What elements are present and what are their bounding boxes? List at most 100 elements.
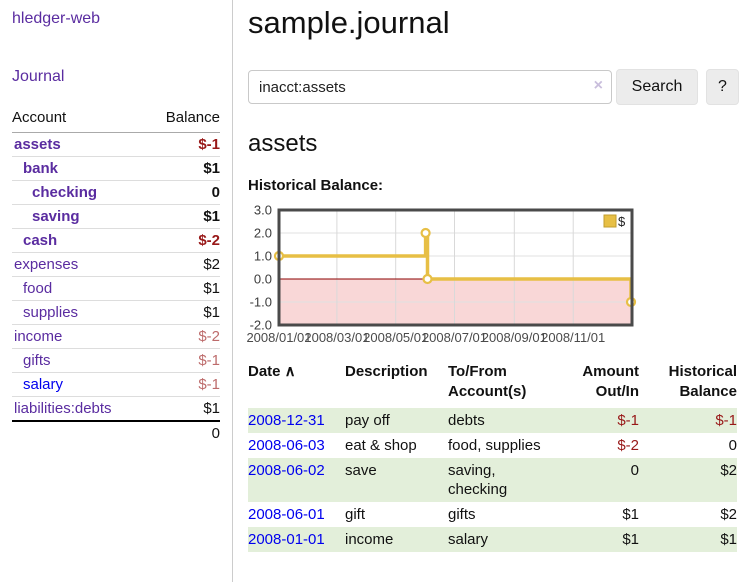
accounts-total-value: 0 xyxy=(146,420,220,445)
register-row[interactable]: 2008-06-02 save saving, checking 0 $2 xyxy=(248,458,737,502)
transaction-accounts: saving, checking xyxy=(448,462,508,498)
register-header-amount: Amount Out/In xyxy=(582,363,639,400)
help-button[interactable]: ? xyxy=(706,69,739,105)
data-point-marker[interactable] xyxy=(420,227,431,239)
account-row: expenses $2 xyxy=(12,252,220,277)
account-row: liabilities:debts $1 xyxy=(12,396,220,421)
account-link-bank[interactable]: bank xyxy=(23,160,59,177)
account-balance: $1 xyxy=(146,204,220,229)
account-row: salary $-1 xyxy=(12,372,220,397)
account-balance: $-1 xyxy=(146,372,220,397)
transaction-date-link[interactable]: 2008-06-03 xyxy=(248,437,325,454)
svg-text:0.0: 0.0 xyxy=(254,272,272,287)
register-row[interactable]: 2008-12-31 pay off debts $-1 $-1 xyxy=(248,408,737,433)
transaction-balance: $-1 xyxy=(715,412,737,429)
search-button[interactable]: Search xyxy=(616,69,698,105)
account-balance: $2 xyxy=(146,252,220,277)
account-link-liabilities-debts[interactable]: liabilities:debts xyxy=(14,400,112,417)
accounts-total-row: 0 xyxy=(12,420,220,445)
sort-ascending-icon: ∧ xyxy=(280,363,296,380)
account-row: bank $1 xyxy=(12,156,220,181)
account-link-food[interactable]: food xyxy=(23,280,53,297)
svg-text:3.0: 3.0 xyxy=(254,204,272,218)
account-link-cash[interactable]: cash xyxy=(23,232,58,249)
main-content: sample.journal × Search ? assets Histori… xyxy=(233,0,742,582)
transaction-amount: $-2 xyxy=(617,437,639,454)
svg-text:-2.0: -2.0 xyxy=(250,318,272,333)
transaction-balance: $1 xyxy=(720,531,737,548)
svg-text:2.0: 2.0 xyxy=(254,226,272,241)
transaction-date-link[interactable]: 2008-12-31 xyxy=(248,412,325,429)
transaction-date-link[interactable]: 2008-01-01 xyxy=(248,531,325,548)
account-balance: $1 xyxy=(146,396,220,421)
historical-balance-chart[interactable]: $3.0 2.0 1.0 0.0 -1.0 -2.02008/01/012008/03/0… xyxy=(243,204,673,354)
account-row: supplies $1 xyxy=(12,300,220,325)
transaction-date-link[interactable]: 2008-06-01 xyxy=(248,506,325,523)
svg-text:$: $ xyxy=(618,214,626,229)
legend-swatch xyxy=(603,214,617,228)
account-balance: $-1 xyxy=(146,348,220,373)
register-table-body: 2008-12-31 pay off debts $-1 $-1 2008-06-03 ea… xyxy=(248,408,737,552)
chart-section-label: Historical Balance: xyxy=(248,177,384,194)
register-row[interactable]: 2008-06-03 eat & shop food, supplies $-2 0 xyxy=(248,433,737,458)
account-link-income[interactable]: income xyxy=(14,328,63,345)
account-balance: $-1 xyxy=(198,136,220,153)
account-row: gifts $-1 xyxy=(12,348,220,373)
transaction-amount: $-1 xyxy=(617,412,639,429)
account-link-supplies[interactable]: supplies xyxy=(23,304,79,321)
account-balance: $1 xyxy=(146,276,220,301)
account-row: cash $-2 xyxy=(12,228,220,253)
register-table-header: Date ∧ Description To/From Account(s) Amount… xyxy=(248,362,737,408)
register-header-balance: Historical Balance xyxy=(668,363,737,400)
register-table: Date ∧ Description To/From Account(s) Amount… xyxy=(248,362,737,552)
transaction-amount: 0 xyxy=(630,462,639,479)
search-input[interactable] xyxy=(248,70,612,104)
register-header-accounts: To/From Account(s) xyxy=(448,363,527,400)
transaction-description: pay off xyxy=(345,412,390,429)
register-header-date: Date ∧ xyxy=(248,363,296,380)
account-balance: $1 xyxy=(146,156,220,181)
svg-text:2008/07/01: 2008/07/01 xyxy=(422,330,487,345)
balance-chart-container[interactable]: $3.0 2.0 1.0 0.0 -1.0 -2.0 2008/01/01 2008/03/0… xyxy=(243,204,673,354)
transaction-description: gift xyxy=(345,506,366,523)
register-row[interactable]: 2008-06-01 gift gifts $1 $2 xyxy=(248,502,737,527)
transaction-amount: $1 xyxy=(622,531,639,548)
account-link-expenses[interactable]: expenses xyxy=(14,256,79,273)
sidebar: hledger-web Journal Account Balance asse… xyxy=(0,0,233,582)
account-link-checking[interactable]: checking xyxy=(32,184,98,201)
app-title: hledger-web xyxy=(12,10,220,28)
transaction-accounts: gifts xyxy=(448,506,476,523)
accounts-table-body: assets $-1 bank $1 checking 0 saving $1 cash $-2 e… xyxy=(12,133,220,421)
account-link-gifts[interactable]: gifts xyxy=(23,352,51,369)
clear-search-icon[interactable]: × xyxy=(593,77,603,94)
data-point-marker[interactable] xyxy=(422,273,433,285)
svg-text:1.0: 1.0 xyxy=(254,249,272,264)
account-balance: 0 xyxy=(146,180,220,205)
transaction-balance: $2 xyxy=(720,506,737,523)
app-title-link[interactable]: hledger-web xyxy=(12,10,101,27)
sidebar-item-journal[interactable]: Journal xyxy=(12,68,65,85)
account-heading: assets xyxy=(248,130,318,157)
register-header-description: Description xyxy=(345,363,428,380)
accounts-header-balance: Balance xyxy=(146,106,220,133)
svg-text:2008/11/01: 2008/11/01 xyxy=(541,330,605,345)
transaction-amount: $1 xyxy=(622,506,639,523)
account-balance: $-2 xyxy=(146,228,220,253)
svg-text:2008/03/01: 2008/03/01 xyxy=(304,330,369,345)
transaction-description: save xyxy=(345,462,377,479)
svg-text:2008/01/01: 2008/01/01 xyxy=(246,330,311,345)
account-link-salary[interactable]: salary xyxy=(23,376,64,393)
chart-legend: $ xyxy=(603,214,626,229)
register-row[interactable]: 2008-01-01 income salary $1 $1 xyxy=(248,527,737,552)
transaction-accounts: food, supplies xyxy=(448,437,541,454)
svg-text:2008/05/01: 2008/05/01 xyxy=(363,330,428,345)
account-row: assets $-1 xyxy=(12,133,220,157)
transaction-accounts: debts xyxy=(448,412,485,429)
search-form: × Search ? xyxy=(248,69,742,105)
account-link-assets[interactable]: assets xyxy=(14,136,61,153)
transaction-date-link[interactable]: 2008-06-02 xyxy=(248,462,325,479)
svg-text:-1.0: -1.0 xyxy=(250,295,272,310)
account-link-saving[interactable]: saving xyxy=(32,208,80,225)
search-box: × xyxy=(248,70,612,104)
svg-text:2008/09/01: 2008/09/01 xyxy=(482,330,547,345)
